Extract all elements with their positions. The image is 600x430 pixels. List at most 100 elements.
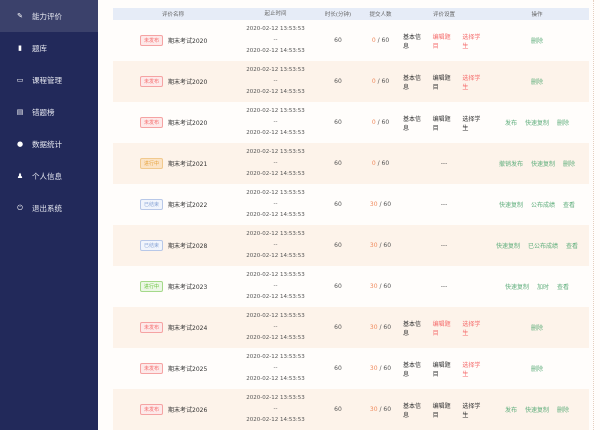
action-link[interactable]: 加时 [536, 284, 549, 291]
submitted: 30 [369, 242, 378, 249]
action-link[interactable]: 快速复制 [498, 202, 523, 209]
action-link[interactable]: 删除 [563, 161, 576, 168]
total: / 60 [377, 119, 390, 126]
total: / 60 [379, 324, 392, 331]
setting-link[interactable]: 基本信息 [403, 361, 422, 378]
setting-link[interactable]: 编辑题目 [432, 320, 451, 337]
setting-link[interactable]: 选择学生 [462, 402, 481, 419]
settings-cell: 基本信息 编辑题目 选择学生 [403, 401, 485, 419]
setting-link[interactable]: 基本信息 [403, 402, 422, 419]
setting-link[interactable]: 基本信息 [403, 320, 422, 337]
setting-link[interactable]: 选择学生 [462, 115, 481, 132]
action-link[interactable]: 删除 [557, 407, 570, 414]
end-time: 2020-02-12 14:53:53 [246, 89, 305, 95]
action-link[interactable]: 快速复制 [524, 120, 549, 127]
table-row: 未发布 期末考试2020 2020-02-12 13:53:53 -- 2020-02… [113, 20, 589, 61]
action-link[interactable]: 公布成绩 [530, 202, 555, 209]
setting-link[interactable]: 基本信息 [403, 115, 422, 132]
sidebar-item-6[interactable]: ⏻ 退出系统 [0, 192, 98, 224]
actions-cell: 快速复制 已公布成绩 查看 [485, 241, 589, 250]
setting-link[interactable]: 基本信息 [403, 74, 422, 91]
scroll-edge [593, 0, 594, 430]
status-badge: 已结束 [140, 199, 164, 210]
submitted: 30 [369, 406, 378, 413]
sidebar-item-4[interactable]: ● 数据统计 [0, 128, 98, 160]
setting-link[interactable]: 选择学生 [462, 74, 481, 91]
end-time: 2020-02-12 14:53:53 [246, 212, 305, 218]
end-time: 2020-02-12 14:53:53 [246, 130, 305, 136]
setting-link[interactable]: 选择学生 [462, 361, 481, 378]
action-link[interactable]: 撤销发布 [498, 161, 523, 168]
actions-cell: 快速复制 公布成绩 查看 [485, 200, 589, 209]
book-icon: ▮ [18, 44, 22, 52]
duration: 60 [334, 78, 342, 85]
submitted-count: 0 / 60 [358, 78, 403, 85]
duration: 60 [334, 160, 342, 167]
setting-link[interactable]: 编辑题目 [432, 402, 451, 419]
action-link[interactable]: 已公布成绩 [527, 243, 558, 250]
action-link[interactable]: 删除 [557, 120, 570, 127]
settings-empty: --- [440, 201, 448, 208]
header-time: 起止时间 [264, 10, 287, 17]
action-link[interactable]: 快速复制 [495, 243, 520, 250]
submitted-count: 30 / 60 [358, 324, 403, 331]
action-link[interactable]: 查看 [563, 202, 576, 209]
setting-link[interactable]: 选择学生 [462, 33, 481, 50]
sidebar-item-0[interactable]: ✎ 能力评价 [0, 0, 98, 32]
pencil-icon: ✎ [17, 12, 23, 20]
action-link[interactable]: 发布 [504, 120, 517, 127]
action-link[interactable]: 删除 [530, 38, 543, 45]
sidebar-item-5[interactable]: ♟ 个人信息 [0, 160, 98, 192]
list-icon: ▤ [16, 108, 24, 116]
duration: 60 [334, 283, 342, 290]
action-link[interactable]: 查看 [557, 284, 570, 291]
start-time: 2020-02-12 13:53:53 [246, 395, 305, 401]
header-submitted: 提交人数 [369, 12, 392, 18]
table-row: 已结束 期末考试2028 2020-02-12 13:53:53 -- 2020-02… [113, 225, 589, 266]
status-badge: 进行中 [140, 158, 164, 169]
table-header: 评价名称 起止时间 时长(分钟) 提交人数 评价设置 操作 [113, 8, 589, 20]
evaluation-table: 评价名称 起止时间 时长(分钟) 提交人数 评价设置 操作 未发布 期末考试202… [113, 8, 589, 430]
table-row: 进行中 期末考试2021 2020-02-12 13:53:53 -- 2020-02… [113, 143, 589, 184]
action-link[interactable]: 快速复制 [524, 407, 549, 414]
evaluation-name: 期末考试2020 [168, 38, 208, 45]
actions-cell: 发布 快速复制 删除 [485, 118, 589, 127]
sidebar-item-2[interactable]: ▭ 课程管理 [0, 64, 98, 96]
end-time: 2020-02-12 14:53:53 [246, 171, 305, 177]
total: / 60 [377, 160, 390, 167]
end-time: 2020-02-12 14:53:53 [246, 417, 305, 423]
setting-link[interactable]: 编辑题目 [432, 361, 451, 378]
settings-empty: --- [440, 283, 448, 290]
status-badge: 已结束 [140, 240, 164, 251]
duration: 60 [334, 119, 342, 126]
table-row: 进行中 期末考试2023 2020-02-12 13:53:53 -- 2020-02… [113, 266, 589, 307]
main-content: 评价名称 起止时间 时长(分钟) 提交人数 评价设置 操作 未发布 期末考试202… [98, 0, 600, 430]
end-time: 2020-02-12 14:53:53 [246, 48, 305, 54]
action-link[interactable]: 删除 [530, 325, 543, 332]
table-row: 已结束 期末考试2022 2020-02-12 13:53:53 -- 2020-02… [113, 184, 589, 225]
action-link[interactable]: 删除 [530, 366, 543, 373]
submitted-count: 30 / 60 [358, 365, 403, 372]
sidebar-item-label: 数据统计 [32, 139, 62, 149]
time-separator: -- [273, 160, 278, 166]
action-link[interactable]: 快速复制 [504, 284, 529, 291]
setting-link[interactable]: 基本信息 [403, 33, 422, 50]
action-link[interactable]: 删除 [530, 79, 543, 86]
action-link[interactable]: 快速复制 [530, 161, 555, 168]
duration: 60 [334, 406, 342, 413]
action-link[interactable]: 查看 [566, 243, 579, 250]
settings-empty: --- [440, 160, 448, 167]
setting-link[interactable]: 编辑题目 [432, 74, 451, 91]
setting-link[interactable]: 编辑题目 [432, 33, 451, 50]
start-time: 2020-02-12 13:53:53 [246, 149, 305, 155]
end-time: 2020-02-12 14:53:53 [246, 376, 305, 382]
action-link[interactable]: 发布 [504, 407, 517, 414]
sidebar-item-1[interactable]: ▮ 题库 [0, 32, 98, 64]
setting-link[interactable]: 选择学生 [462, 320, 481, 337]
setting-link[interactable]: 编辑题目 [432, 115, 451, 132]
status-badge: 未发布 [140, 404, 164, 415]
sidebar-item-label: 个人信息 [32, 171, 62, 181]
header-settings: 评价设置 [432, 12, 455, 18]
sidebar-item-3[interactable]: ▤ 错题榜 [0, 96, 98, 128]
settings-cell: 基本信息 编辑题目 选择学生 [403, 32, 485, 50]
